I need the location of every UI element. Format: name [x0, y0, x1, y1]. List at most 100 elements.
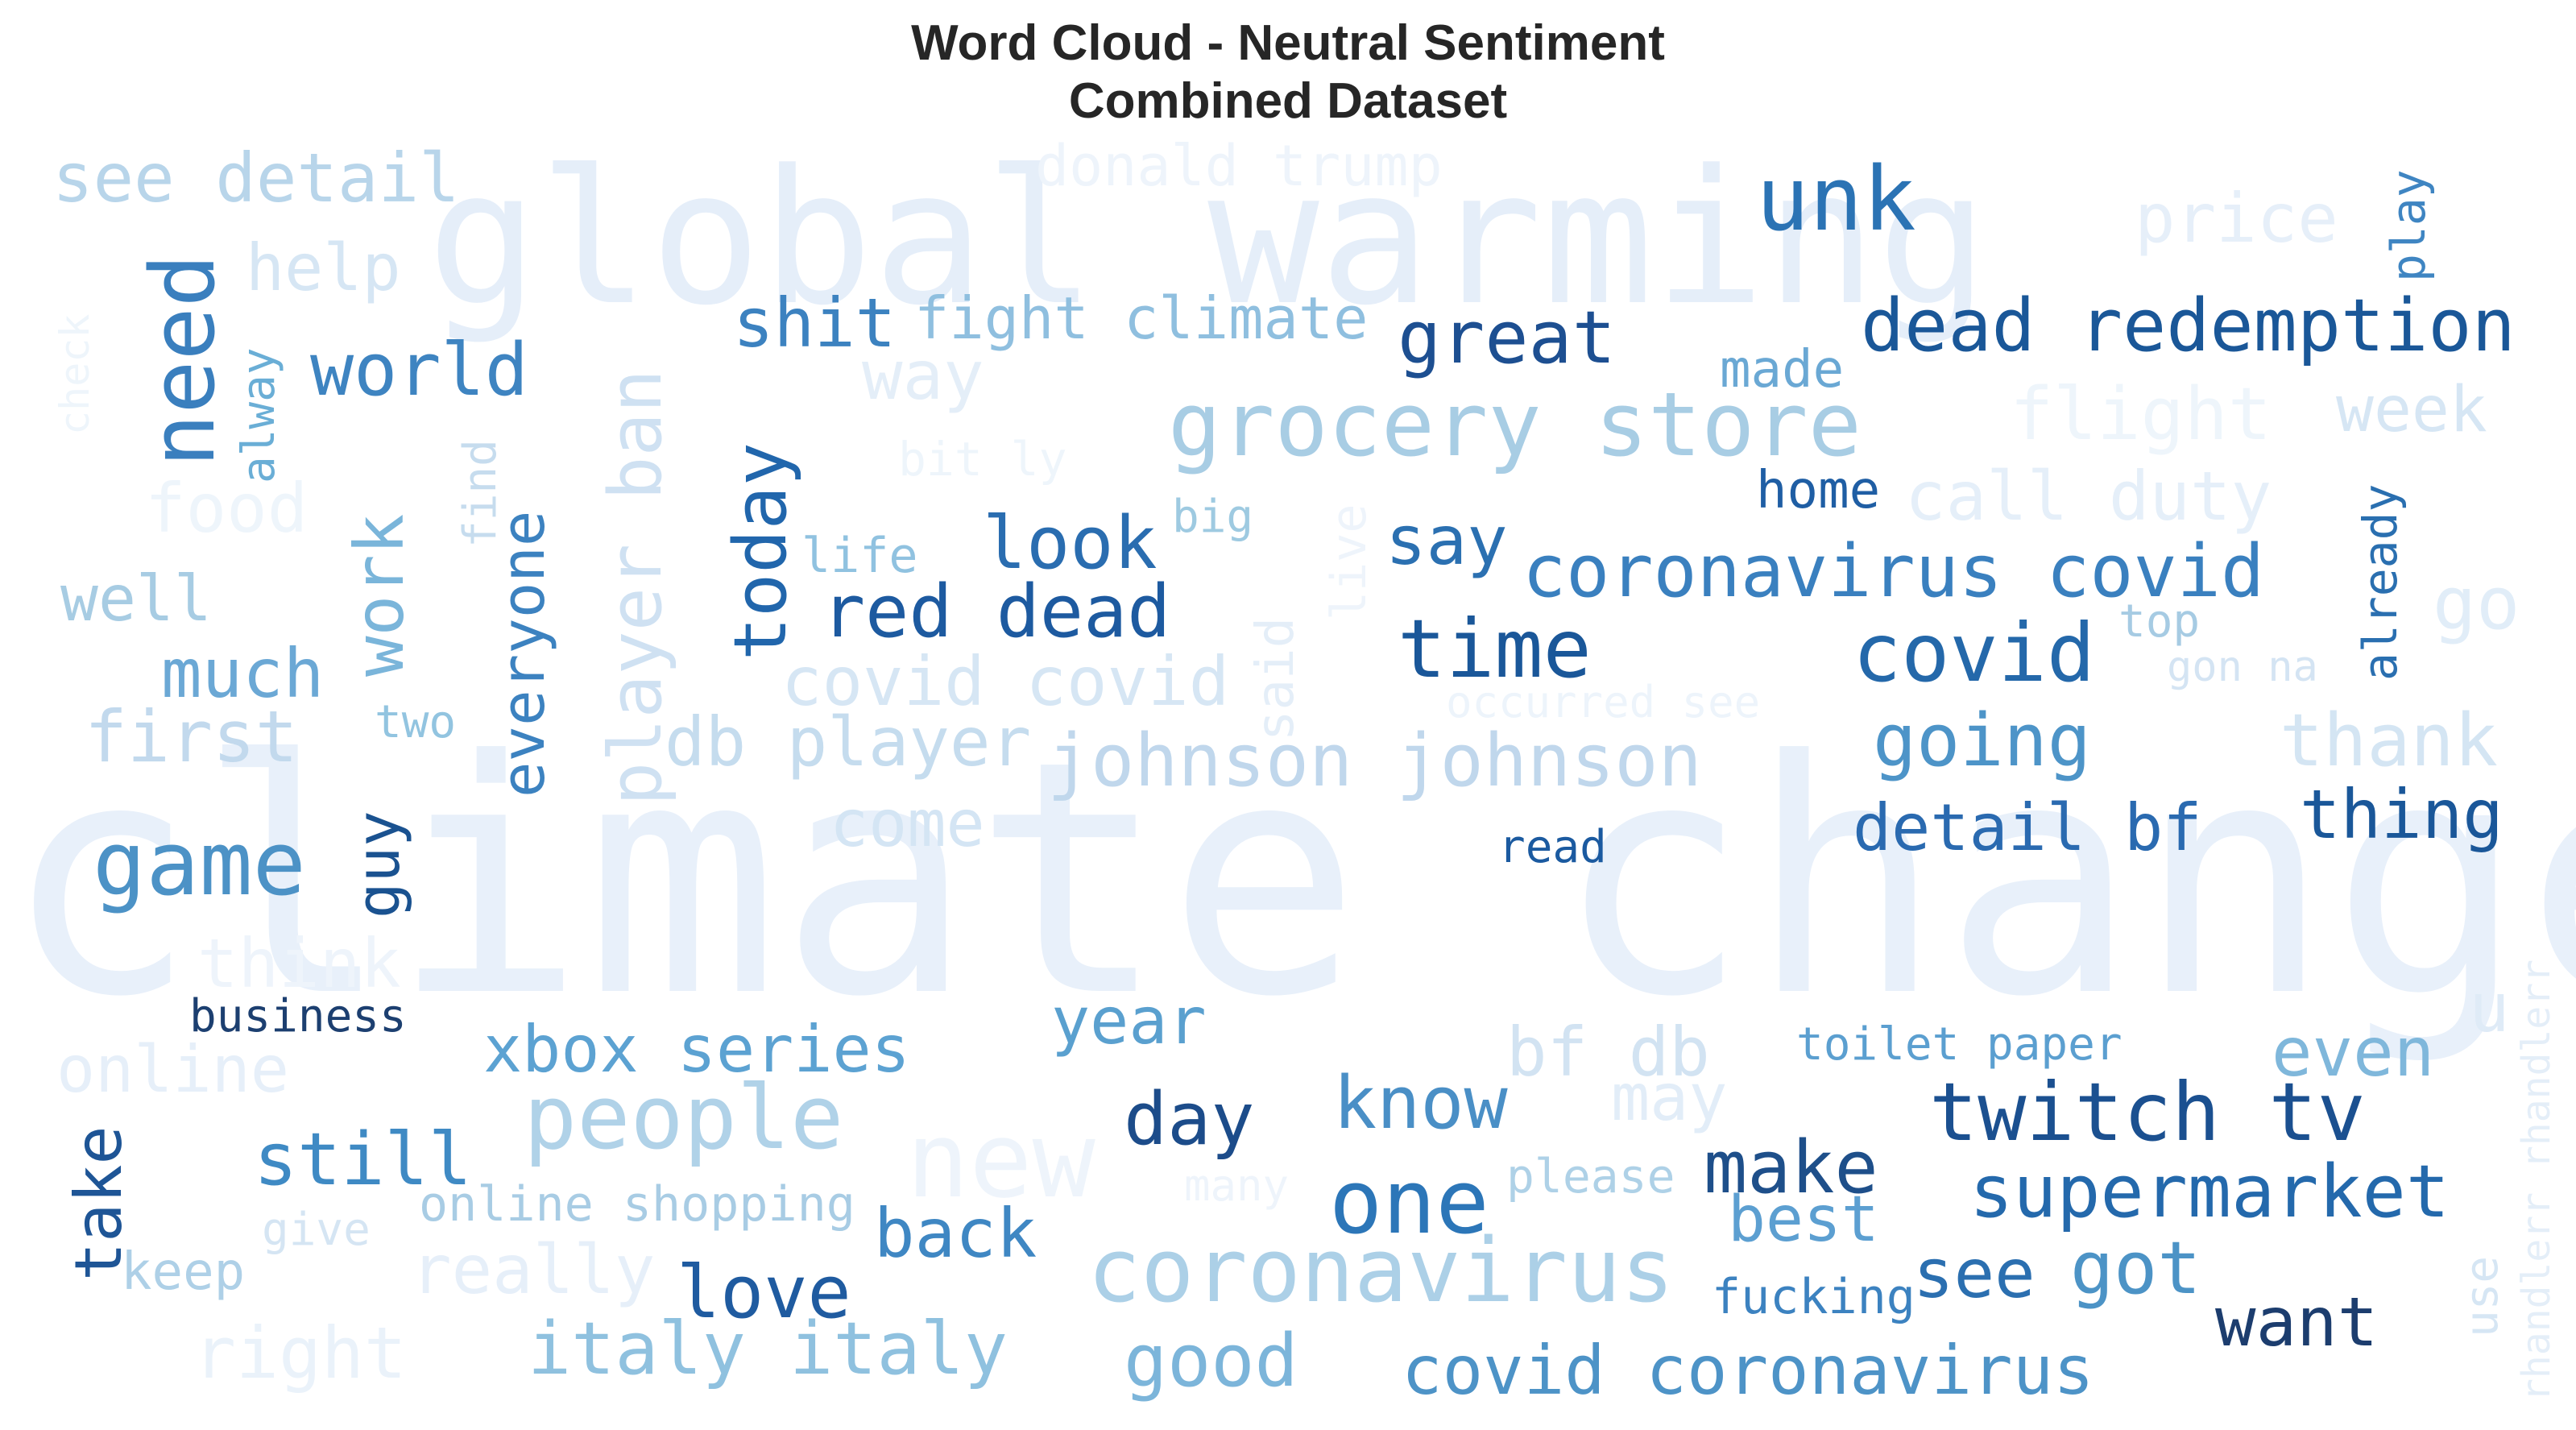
word-dead-redemption: dead redemption: [1861, 284, 2516, 368]
word-read: read: [1498, 821, 1607, 873]
word-detail-bf: detail bf: [1853, 790, 2201, 865]
word-much: much: [161, 634, 324, 713]
word-fucking: fucking: [1712, 1269, 1915, 1325]
word-play: play: [2381, 169, 2436, 282]
word-twitch-tv: twitch tv: [1929, 1065, 2366, 1159]
word-go: go: [2433, 562, 2520, 646]
word-coronavirus: coronavirus: [1087, 1219, 1674, 1322]
word-going: going: [1873, 698, 2091, 783]
word-fight-climate: fight climate: [914, 284, 1369, 352]
word-covid-covid: covid covid: [781, 642, 1229, 721]
word-really: really: [411, 1230, 655, 1309]
word-got: got: [2070, 1226, 2201, 1311]
word-call-duty: call duty: [1905, 457, 2272, 536]
word-make: make: [1704, 1125, 1878, 1210]
word-check: check: [52, 313, 98, 435]
word-supermarket: supermarket: [1969, 1150, 2450, 1234]
word-work: work: [340, 514, 419, 677]
chart-subtitle: Combined Dataset: [1068, 73, 1508, 129]
word-know: know: [1333, 1061, 1509, 1146]
word-live: live: [1321, 504, 1377, 621]
word-global-warming: global warming: [427, 131, 1989, 346]
word-year: year: [1051, 984, 1207, 1059]
word-thing: thing: [2300, 775, 2504, 854]
word-made: made: [1720, 340, 1844, 400]
word-toilet-paper: toilet paper: [1796, 1018, 2123, 1071]
word-price: price: [2135, 179, 2338, 258]
word-want: want: [2215, 1283, 2378, 1362]
word-think: think: [197, 924, 401, 1003]
word-player-ban: player ban: [594, 369, 678, 806]
word-db-player: db player: [665, 703, 1031, 781]
word-way: way: [862, 336, 984, 415]
word-use: use: [2456, 1256, 2508, 1337]
word-day: day: [1124, 1077, 1255, 1162]
word-week: week: [2336, 374, 2487, 446]
word-best: best: [1728, 1183, 1879, 1256]
word-gon-na: gon na: [2167, 643, 2318, 691]
word-world: world: [310, 328, 528, 412]
word-climate-change: climate change: [3, 693, 2576, 1067]
word-find: find: [454, 439, 507, 548]
word-even: even: [2272, 1013, 2434, 1092]
chart-title: Word Cloud - Neutral Sentiment: [911, 15, 1665, 71]
word-flight: flight: [2010, 372, 2272, 457]
word-today: today: [719, 442, 803, 661]
chart-title-block: Word Cloud - Neutral Sentiment Combined …: [0, 15, 2576, 131]
word-covid-coronavirus: covid coronavirus: [1402, 1331, 2094, 1410]
word-people: people: [524, 1066, 843, 1169]
word-back: back: [874, 1194, 1037, 1273]
word-guy: guy: [344, 810, 413, 918]
word-right: right: [193, 1312, 407, 1395]
word-thank: thank: [2280, 698, 2498, 783]
word-two: two: [375, 696, 456, 748]
word-bf-db: bf db: [1506, 1013, 1710, 1092]
word-bit-ly: bit ly: [898, 432, 1067, 487]
word-love: love: [677, 1250, 851, 1335]
word-see: see: [1913, 1234, 2036, 1313]
word-come: come: [830, 786, 985, 861]
word-time: time: [1398, 602, 1592, 696]
word-say: say: [1385, 501, 1508, 580]
word-coronavirus-covid: coronavirus covid: [1522, 529, 2264, 614]
word-life: life: [801, 528, 918, 584]
word-said: said: [1246, 617, 1306, 741]
word-u: u: [2469, 968, 2510, 1047]
word-may: may: [1611, 1060, 1728, 1135]
word-covid: covid: [1853, 606, 2095, 700]
word-italy-italy: italy italy: [528, 1307, 1008, 1391]
word-game: game: [93, 812, 306, 915]
word-everyone: everyone: [489, 511, 558, 798]
word-many: many: [1184, 1160, 1289, 1211]
word-donald-trump: donald trump: [1035, 133, 1443, 199]
word-new: new: [906, 1099, 1096, 1221]
word-give: give: [262, 1204, 371, 1256]
word-xbox-series: xbox series: [483, 1012, 910, 1087]
word-take: take: [61, 1125, 136, 1281]
word-business: business: [189, 990, 407, 1042]
word-grocery-store: grocery store: [1168, 373, 1862, 476]
word-johnson-johnson: johnson johnson: [1047, 719, 1702, 803]
word-first: first: [85, 695, 298, 778]
word-online: online: [56, 1032, 289, 1107]
word-home: home: [1756, 461, 1880, 520]
word-see-detail: see detail: [52, 139, 460, 218]
word-online-shopping: online shopping: [419, 1176, 855, 1233]
word-rhandlerr-rhandlerr: rhandlerr rhandlerr: [2514, 960, 2559, 1402]
word-already: already: [2353, 484, 2408, 681]
word-occurred-see: occurred see: [1446, 677, 1760, 727]
word-food: food: [145, 469, 308, 548]
word-keep: keep: [121, 1242, 245, 1302]
word-red-dead: red dead: [822, 570, 1170, 654]
word-unk: unk: [1756, 147, 1916, 251]
word-one: one: [1329, 1150, 1489, 1254]
word-look: look: [983, 501, 1158, 586]
word-need: need: [131, 254, 234, 467]
word-alway: alway: [233, 347, 285, 483]
word-still: still: [254, 1117, 472, 1202]
word-good: good: [1124, 1319, 1298, 1403]
word-great: great: [1398, 296, 1616, 380]
word-help: help: [246, 230, 401, 305]
word-please: please: [1506, 1149, 1675, 1204]
